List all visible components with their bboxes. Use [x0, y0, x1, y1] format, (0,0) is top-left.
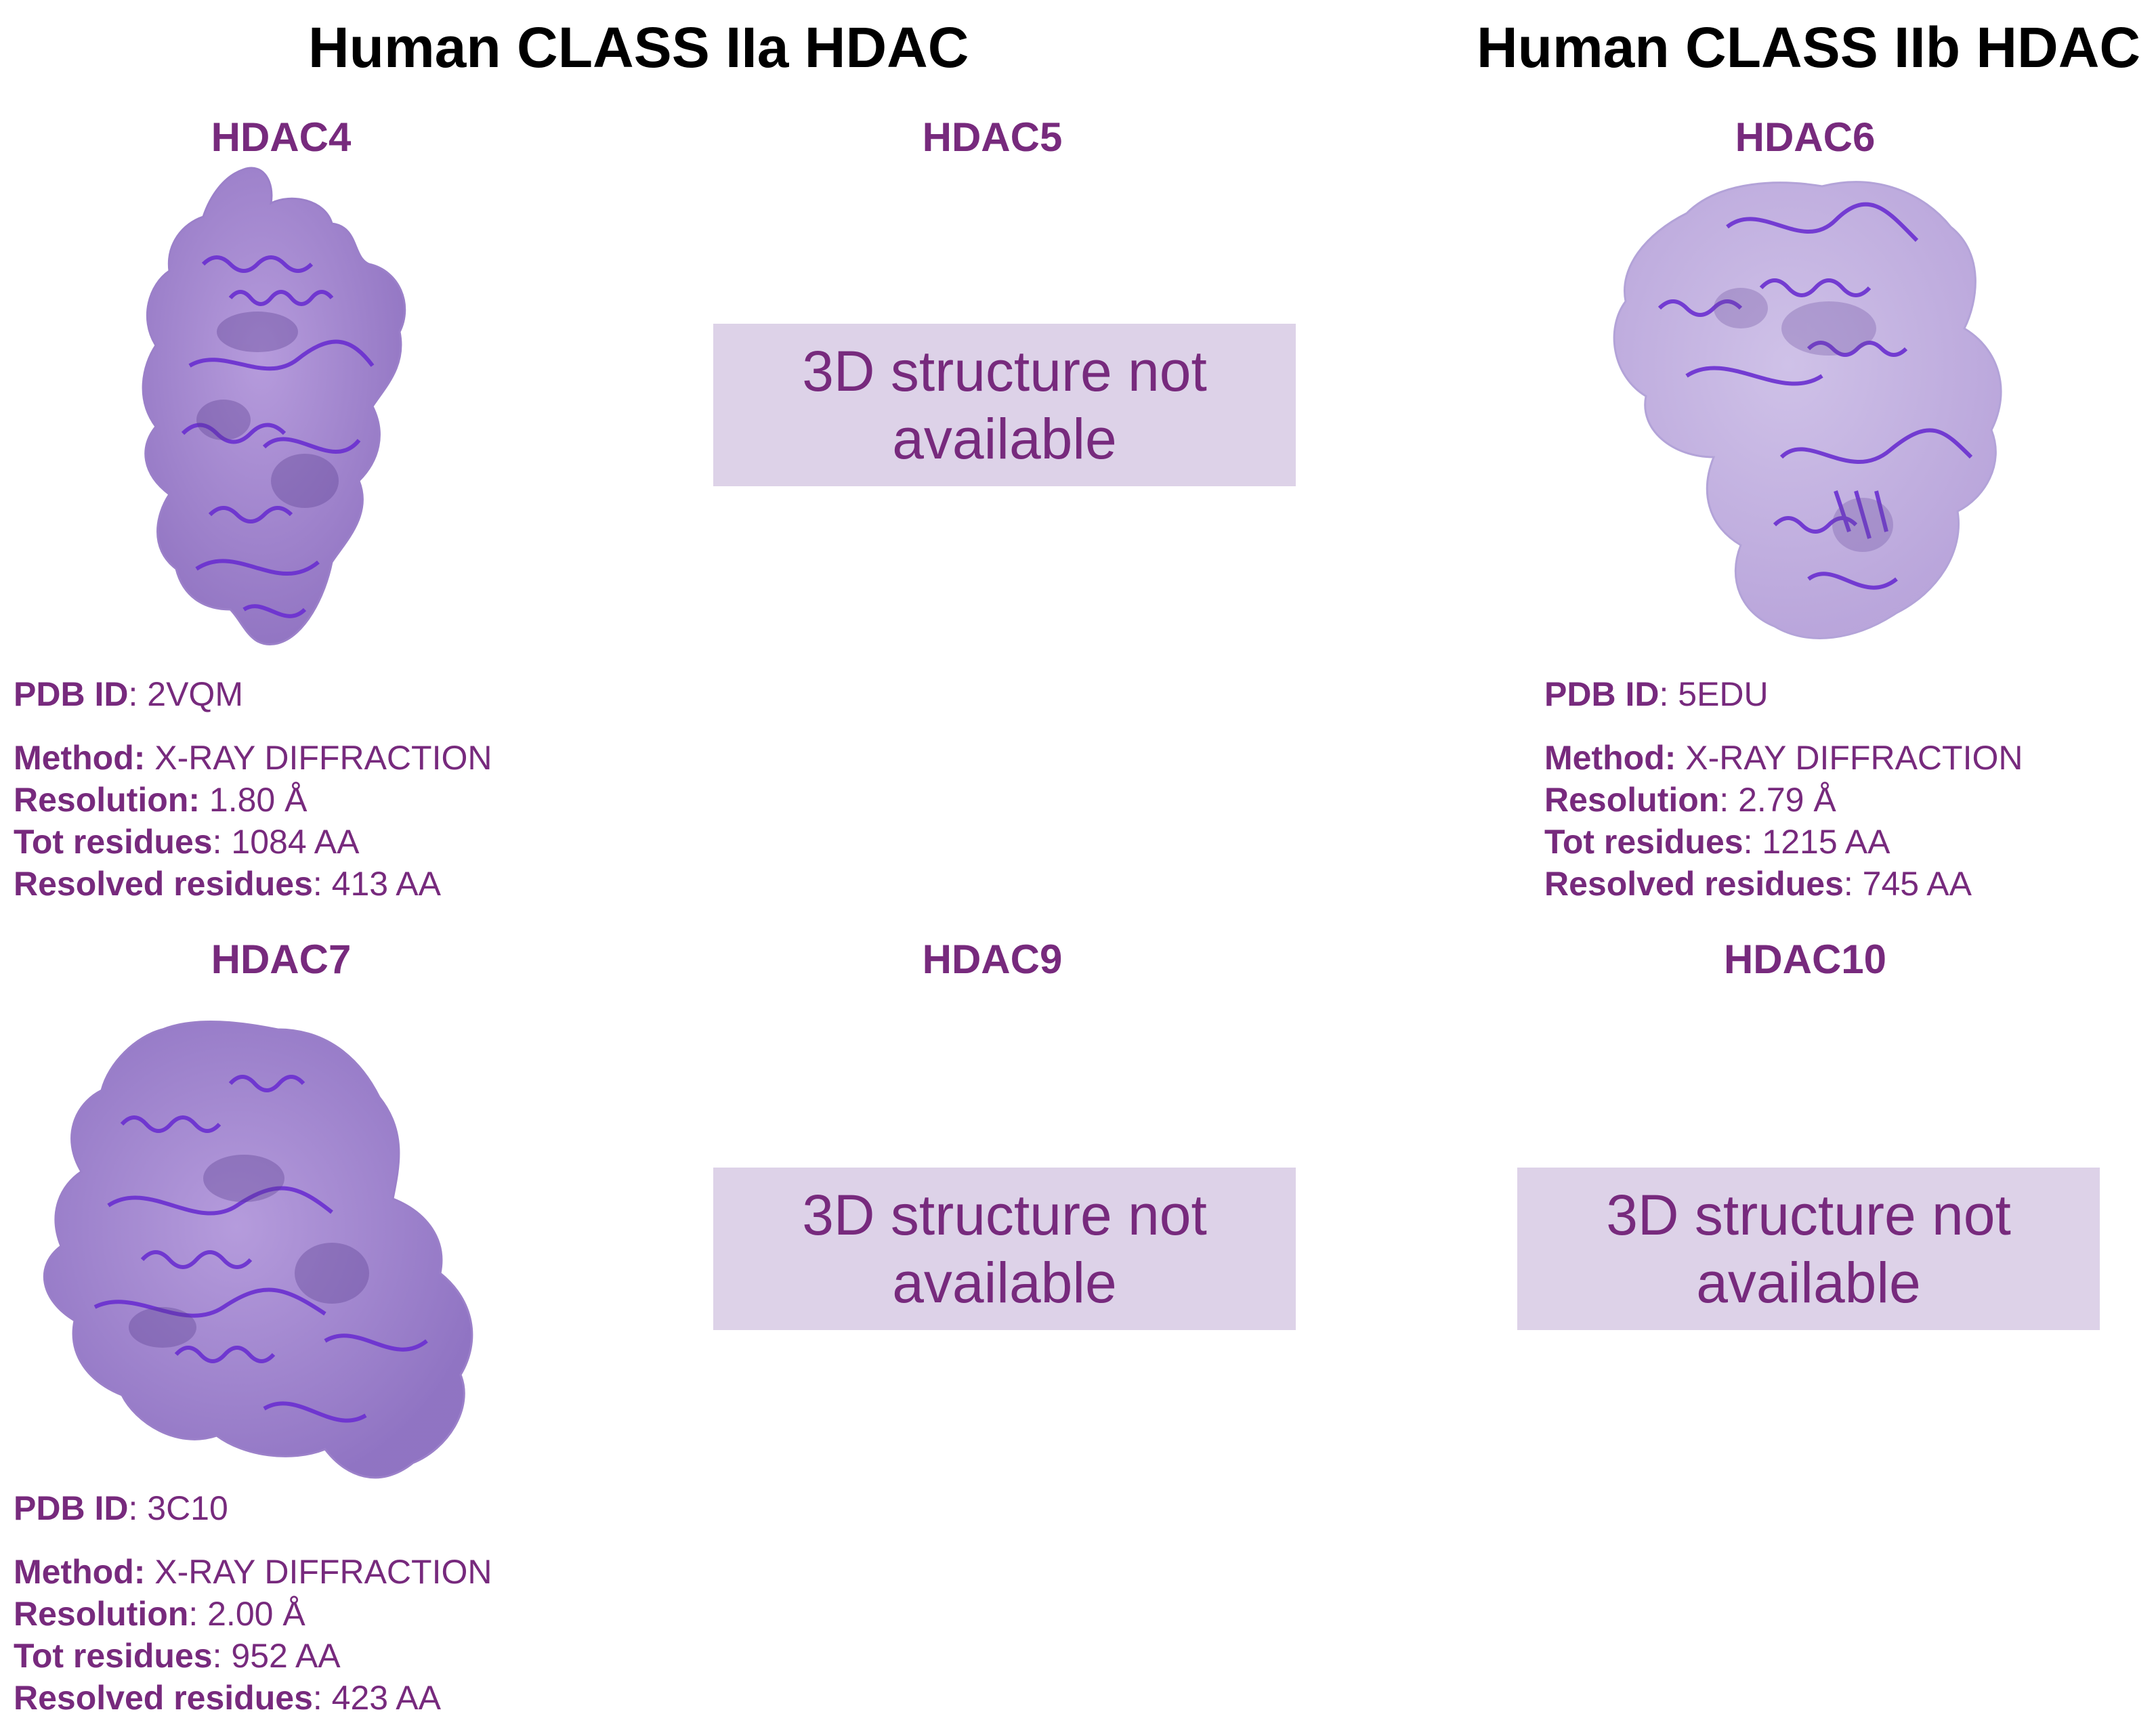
hdac6-protein-structure-image: [1613, 181, 2002, 639]
tot-residues-row: Tot residues: 1215 AA: [1544, 823, 1890, 861]
pdb-id-row: PDB ID: 2VQM: [14, 675, 243, 713]
resolution-row: Resolution: 2.79 Å: [1544, 781, 1836, 819]
hdac4-label: HDAC4: [211, 114, 352, 160]
resolution-row: Resolution: 1.80 Å: [14, 781, 308, 819]
tot-residues-row: Tot residues: 952 AA: [14, 1637, 341, 1675]
hdac5-label: HDAC5: [922, 114, 1063, 160]
hdac10-label: HDAC10: [1723, 937, 1887, 982]
method-row: Method: X-RAY DIFFRACTION: [14, 1553, 492, 1591]
hdac7-label: HDAC7: [211, 937, 352, 982]
hdac9-label: HDAC9: [922, 937, 1063, 982]
hdac6-info: PDB ID: 5EDU Method: X-RAY DIFFRACTION R…: [1544, 673, 2023, 905]
resolved-residues-row: Resolved residues: 745 AA: [1544, 865, 1972, 903]
hdac6-label: HDAC6: [1735, 114, 1876, 160]
resolved-residues-row: Resolved residues: 413 AA: [14, 865, 441, 903]
hdac9-not-available-box: 3D structure not available: [713, 1168, 1296, 1330]
hdac4-info: PDB ID: 2VQM Method: X-RAY DIFFRACTION R…: [14, 673, 492, 905]
resolved-residues-row: Resolved residues: 423 AA: [14, 1679, 441, 1717]
method-row: Method: X-RAY DIFFRACTION: [14, 739, 492, 777]
not-available-text: 3D structure not available: [802, 1183, 1207, 1315]
not-available-text: 3D structure not available: [802, 339, 1207, 471]
pdb-id-row: PDB ID: 5EDU: [1544, 675, 1769, 713]
hdac5-not-available-box: 3D structure not available: [713, 324, 1296, 486]
hdac10-not-available-box: 3D structure not available: [1517, 1168, 2100, 1330]
pdb-id-row: PDB ID: 3C10: [14, 1489, 228, 1527]
not-available-text: 3D structure not available: [1606, 1183, 2011, 1315]
hdac4-protein-structure-image: [142, 167, 406, 646]
tot-residues-row: Tot residues: 1084 AA: [14, 823, 360, 861]
method-row: Method: X-RAY DIFFRACTION: [1544, 739, 2023, 777]
hdac7-protein-structure-image: [43, 1020, 473, 1479]
hdac7-info: PDB ID: 3C10 Method: X-RAY DIFFRACTION R…: [14, 1487, 492, 1719]
resolution-row: Resolution: 2.00 Å: [14, 1595, 305, 1633]
class-iia-title: Human CLASS IIa HDAC: [308, 16, 969, 79]
class-iib-title: Human CLASS IIb HDAC: [1477, 16, 2141, 79]
